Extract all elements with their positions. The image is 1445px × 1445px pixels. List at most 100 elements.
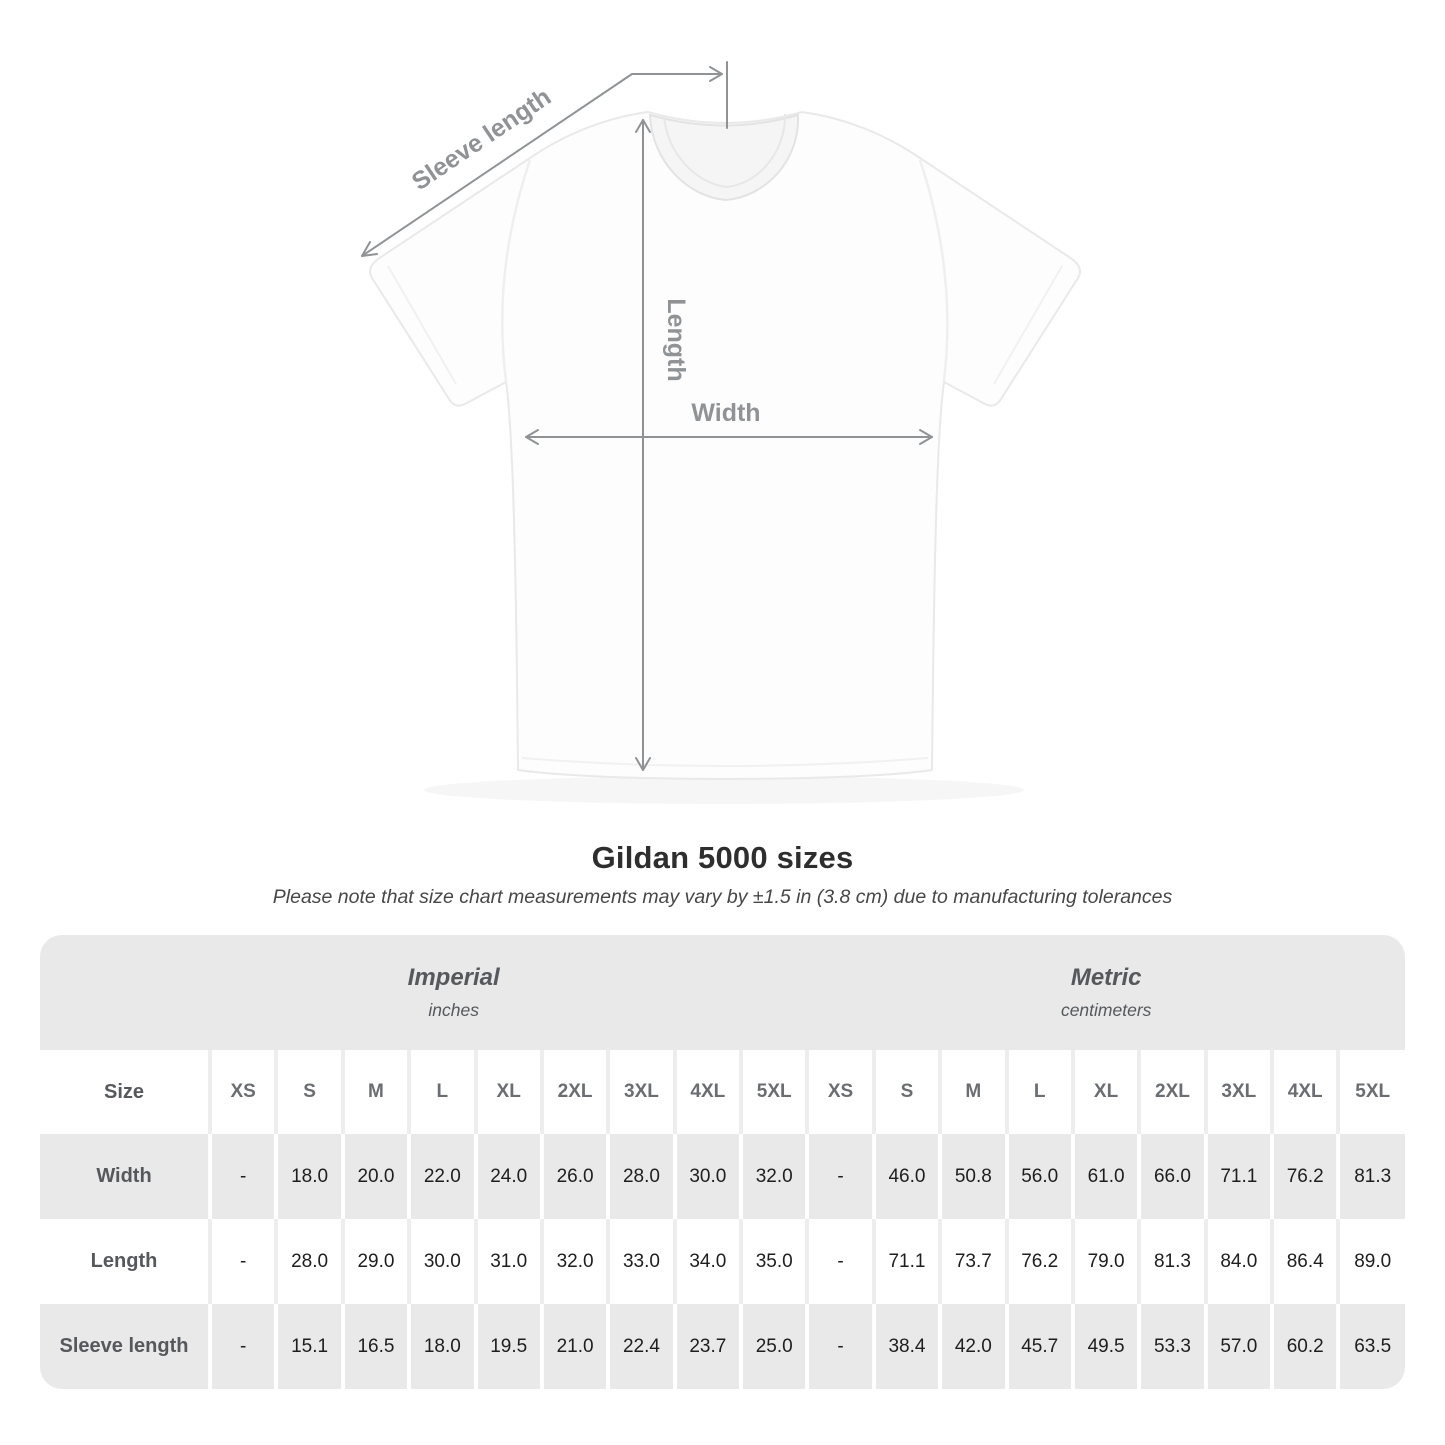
value-cell: 81.3 <box>1336 1134 1405 1219</box>
size-column-header: XL <box>473 1050 542 1134</box>
value-cell: 32.0 <box>738 1134 808 1219</box>
value-cell: 71.1 <box>1203 1134 1272 1219</box>
size-column-header: M <box>340 1050 410 1134</box>
value-cell: - <box>805 1134 874 1219</box>
unit-group-sublabel: inches <box>428 1000 479 1020</box>
value-cell: 53.3 <box>1137 1304 1206 1389</box>
collar-seam <box>663 113 787 189</box>
value-cell: 18.0 <box>274 1134 343 1219</box>
value-cell: 15.1 <box>274 1304 343 1389</box>
value-cell: 42.0 <box>938 1304 1007 1389</box>
value-cell: 49.5 <box>1070 1304 1140 1389</box>
row-label: Width <box>40 1134 210 1219</box>
unit-group-sublabel: centimeters <box>1060 1000 1152 1020</box>
value-cell: 29.0 <box>340 1219 410 1304</box>
value-cell: 21.0 <box>539 1304 609 1389</box>
size-column-header: XS <box>805 1050 874 1134</box>
value-cell: 24.0 <box>473 1134 542 1219</box>
value-cell: 56.0 <box>1004 1134 1073 1219</box>
size-column-header: XS <box>207 1050 277 1134</box>
size-column-header: 5XL <box>738 1050 808 1134</box>
value-cell: 28.0 <box>274 1219 343 1304</box>
value-cell: - <box>805 1304 874 1389</box>
value-cell: 22.4 <box>606 1304 675 1389</box>
value-cell: 28.0 <box>606 1134 675 1219</box>
width-arrow <box>525 429 933 445</box>
value-cell: 38.4 <box>871 1304 941 1389</box>
subtitle: Please note that size chart measurements… <box>272 886 1173 908</box>
value-cell: 20.0 <box>340 1134 410 1219</box>
value-cell: 61.0 <box>1070 1134 1140 1219</box>
left-sleeve-stitch <box>387 265 457 385</box>
value-cell: 22.0 <box>407 1134 476 1219</box>
value-cell: 73.7 <box>938 1219 1007 1304</box>
size-table-wrap: Imperial inches Metric centimeters Size XS S M L… <box>40 935 1405 1389</box>
value-cell: 23.7 <box>672 1304 741 1389</box>
value-cell: 66.0 <box>1137 1134 1206 1219</box>
value-cell: 89.0 <box>1336 1219 1405 1304</box>
value-cell: - <box>207 1219 277 1304</box>
table-row: Sleeve length -15.1 16.5 18.0 19.5 21.0 22.4 23… <box>40 1304 1405 1389</box>
size-column-header: S <box>274 1050 343 1134</box>
value-cell: 84.0 <box>1203 1219 1272 1304</box>
value-cell: 57.0 <box>1203 1304 1272 1389</box>
size-column-header: 4XL <box>1269 1050 1339 1134</box>
value-cell: 76.2 <box>1004 1219 1073 1304</box>
value-cell: 63.5 <box>1336 1304 1405 1389</box>
sleeve-length-arrow <box>361 61 728 257</box>
size-column-header: L <box>1004 1050 1073 1134</box>
value-cell: 19.5 <box>473 1304 542 1389</box>
unit-group-label: Metric <box>1070 964 1142 991</box>
size-column-header: 4XL <box>672 1050 741 1134</box>
length-arrow <box>635 119 651 771</box>
table-row: Length -28.0 29.0 30.0 31.0 32.0 33.0 34.0 35.0-… <box>40 1219 1405 1304</box>
size-header-cell: Size <box>40 1050 210 1134</box>
value-cell: 79.0 <box>1070 1219 1140 1304</box>
size-column-header: L <box>407 1050 476 1134</box>
size-column-header: 2XL <box>1137 1050 1206 1134</box>
value-cell: 71.1 <box>871 1219 941 1304</box>
size-column-header: 2XL <box>539 1050 609 1134</box>
size-column-header: 3XL <box>1203 1050 1272 1134</box>
value-cell: - <box>805 1219 874 1304</box>
value-cell: 30.0 <box>407 1219 476 1304</box>
right-armhole-seam <box>918 159 949 382</box>
size-table: Imperial inches Metric centimeters Size XS S M L… <box>40 935 1405 1389</box>
collar <box>648 113 800 202</box>
unit-group-header-imperial: Imperial inches <box>40 935 808 1050</box>
value-cell: 30.0 <box>672 1134 741 1219</box>
value-cell: 31.0 <box>473 1219 542 1304</box>
left-armhole-seam <box>501 159 532 382</box>
value-cell: 26.0 <box>539 1134 609 1219</box>
table-row: Width -18.0 20.0 22.0 24.0 26.0 28.0 30.0 32.0-4… <box>40 1134 1405 1219</box>
value-cell: 60.2 <box>1269 1304 1339 1389</box>
value-cell: 34.0 <box>672 1219 741 1304</box>
width-label: Width <box>691 399 760 427</box>
row-label: Length <box>40 1219 210 1304</box>
size-column-header: S <box>871 1050 941 1134</box>
page-title: Gildan 5000 sizes <box>591 840 854 875</box>
size-column-header: 5XL <box>1336 1050 1405 1134</box>
unit-group-header-metric: Metric centimeters <box>807 935 1405 1050</box>
length-label: Length <box>662 298 690 381</box>
value-cell: 35.0 <box>738 1219 808 1304</box>
value-cell: 45.7 <box>1004 1304 1073 1389</box>
value-cell: 50.8 <box>938 1134 1007 1219</box>
value-cell: 86.4 <box>1269 1219 1339 1304</box>
row-label: Sleeve length <box>40 1304 210 1389</box>
value-cell: - <box>207 1304 277 1389</box>
size-column-header: M <box>938 1050 1007 1134</box>
value-cell: 32.0 <box>539 1219 609 1304</box>
tshirt-diagram: Sleeve length Length Width <box>361 61 1081 780</box>
tshirt-diagram-svg: Sleeve length Length Width <box>361 61 1081 780</box>
value-cell: 25.0 <box>738 1304 808 1389</box>
right-sleeve-stitch <box>993 265 1063 385</box>
value-cell: - <box>207 1134 277 1219</box>
value-cell: 81.3 <box>1137 1219 1206 1304</box>
value-cell: 16.5 <box>340 1304 410 1389</box>
value-cell: 18.0 <box>407 1304 476 1389</box>
size-column-header: 3XL <box>606 1050 675 1134</box>
value-cell: 33.0 <box>606 1219 675 1304</box>
size-column-header: XL <box>1070 1050 1140 1134</box>
